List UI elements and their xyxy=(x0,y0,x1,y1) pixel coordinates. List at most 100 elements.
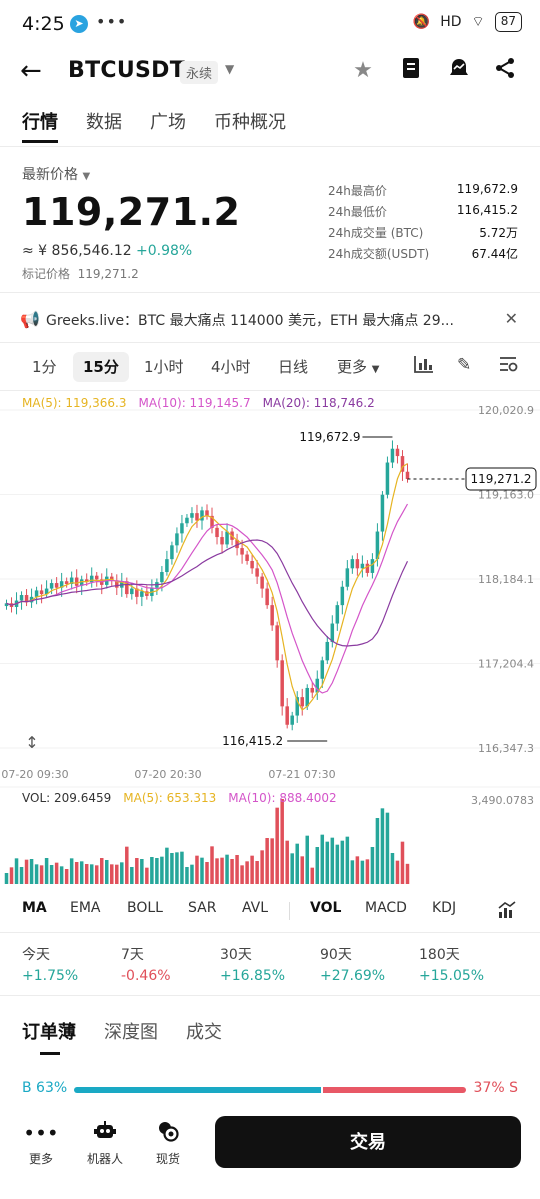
tab-market[interactable]: 行情 xyxy=(22,112,58,133)
indicator-vol[interactable]: VOL xyxy=(310,900,342,916)
interval-1d[interactable]: 日线 xyxy=(278,358,309,376)
last-price: 119,271.2 xyxy=(22,190,241,234)
tab-square[interactable]: 广场 xyxy=(150,112,186,133)
chevron-down-icon[interactable]: ▼ xyxy=(225,62,235,76)
candle-body xyxy=(160,572,164,583)
ma5-legend: MA(5): 119,366.3 xyxy=(22,396,127,410)
candle-body xyxy=(355,559,360,569)
indicator-kdj[interactable]: KDJ xyxy=(432,900,457,916)
tab-orderbook[interactable]: 订单薄 xyxy=(22,1022,76,1043)
candle-body xyxy=(135,588,139,597)
candle-body xyxy=(79,579,84,586)
volume-bar xyxy=(180,851,184,884)
tab-data[interactable]: 数据 xyxy=(86,112,122,133)
candle-body xyxy=(320,660,325,679)
price-chart[interactable]: 120,020.9 119,163.0 118,184.1 117,204.4 116,… xyxy=(0,392,540,892)
candle-body xyxy=(190,513,194,518)
bottom-bar: ••• 更多 机器人 现货 交易 xyxy=(0,1112,540,1199)
news-ticker[interactable]: 📢 Greeks.live：BTC 最大痛点 114000 美元，ETH 最大痛… xyxy=(0,300,540,340)
tab-trades[interactable]: 成交 xyxy=(186,1022,222,1043)
volume-bar xyxy=(4,873,9,884)
caret-down-icon: ▼ xyxy=(82,171,91,182)
volume-bar xyxy=(195,855,199,884)
volume-bar xyxy=(305,835,310,884)
candle-body xyxy=(380,494,385,532)
stat-low: 24h最低价 116,415.2 xyxy=(328,203,518,219)
spot-button[interactable]: 现货 xyxy=(143,1120,193,1167)
bot-button[interactable]: 机器人 xyxy=(80,1120,130,1167)
candle-body xyxy=(125,581,129,595)
volume-bar xyxy=(330,837,335,884)
volume-bar xyxy=(310,867,315,884)
candle-body xyxy=(180,523,184,534)
draw-pen-icon[interactable]: ✎ xyxy=(457,355,472,375)
candle-body xyxy=(255,568,259,577)
ma-legend: MA(5): 119,366.3 MA(10): 119,145.7 MA(20… xyxy=(22,396,375,410)
volume-bar xyxy=(9,867,14,884)
interval-4h[interactable]: 4小时 xyxy=(211,358,251,376)
volume-bar xyxy=(235,855,239,884)
indicator-sar[interactable]: SAR xyxy=(188,900,217,916)
more-notifications-icon: ••• xyxy=(96,12,128,31)
candle-body xyxy=(19,595,24,601)
volume-bar xyxy=(390,853,395,884)
indicator-ma[interactable]: MA xyxy=(22,900,47,916)
candle-body xyxy=(115,580,119,588)
ticker-stats: 24h最高价 119,672.9 24h最低价 116,415.2 24h成交量 (… xyxy=(328,182,518,266)
interval-1h[interactable]: 1小时 xyxy=(144,358,184,376)
chart-type-icon[interactable] xyxy=(414,355,434,378)
tab-coin-overview[interactable]: 币种概况 xyxy=(214,112,286,133)
share-icon[interactable] xyxy=(492,57,518,85)
indicator-ema[interactable]: EMA xyxy=(70,900,101,916)
candle-body xyxy=(330,623,335,642)
back-arrow-icon[interactable]: ← xyxy=(20,56,42,86)
y-axis-label: 118,184.1 xyxy=(478,573,534,586)
tab-underline xyxy=(22,140,58,143)
candle-body xyxy=(395,448,400,457)
interval-1m[interactable]: 1分 xyxy=(32,358,57,376)
symbol-title[interactable]: BTCUSDT xyxy=(68,58,185,83)
candle-body xyxy=(165,559,169,573)
indicator-settings-icon[interactable] xyxy=(497,900,517,924)
ma20-legend: MA(20): 118,746.2 xyxy=(262,396,375,410)
interval-more[interactable]: 更多 ▼ xyxy=(337,358,380,376)
candle-body xyxy=(370,559,375,573)
news-text[interactable]: Greeks.live：BTC 最大痛点 114000 美元，ETH 最大痛点 … xyxy=(46,313,454,329)
last-price-label[interactable]: 最新价格 ▼ xyxy=(22,167,91,183)
volume-bar xyxy=(94,865,99,884)
volume-bar xyxy=(69,858,74,884)
volume-bar xyxy=(320,834,325,884)
trade-button[interactable]: 交易 xyxy=(215,1116,521,1168)
indicator-macd[interactable]: MACD xyxy=(365,900,407,916)
interval-15m[interactable]: 15分 xyxy=(73,352,129,382)
close-icon[interactable]: ✕ xyxy=(504,309,518,328)
candle-body xyxy=(315,678,320,693)
volume-bar xyxy=(24,859,29,884)
volume-bar xyxy=(360,860,365,884)
volume-bar xyxy=(400,841,405,884)
volume-bar xyxy=(200,857,204,884)
volume-bar xyxy=(260,850,264,884)
candle-body xyxy=(170,545,174,560)
notebook-icon[interactable] xyxy=(398,57,424,85)
candle-body xyxy=(84,579,89,583)
volume-bar xyxy=(34,864,39,884)
star-icon[interactable]: ★ xyxy=(353,58,373,83)
indicator-avl[interactable]: AVL xyxy=(242,900,269,916)
volume-bar xyxy=(29,859,34,884)
volume-bar xyxy=(125,846,129,884)
volume-bar xyxy=(230,859,234,884)
indicator-boll[interactable]: BOLL xyxy=(127,900,163,916)
more-button[interactable]: ••• 更多 xyxy=(16,1120,66,1167)
candle-body xyxy=(130,588,134,595)
tab-depth-chart[interactable]: 深度图 xyxy=(104,1022,158,1043)
candle-body xyxy=(335,605,340,624)
candle-body xyxy=(375,531,380,560)
volume-bar xyxy=(99,858,104,884)
alert-bell-icon[interactable] xyxy=(446,57,472,85)
volume-bar xyxy=(110,864,114,884)
chart-settings-icon[interactable] xyxy=(498,355,518,378)
candle-body xyxy=(225,531,229,545)
candle-body xyxy=(345,568,350,587)
high-annotation: 119,672.9 xyxy=(299,430,360,444)
